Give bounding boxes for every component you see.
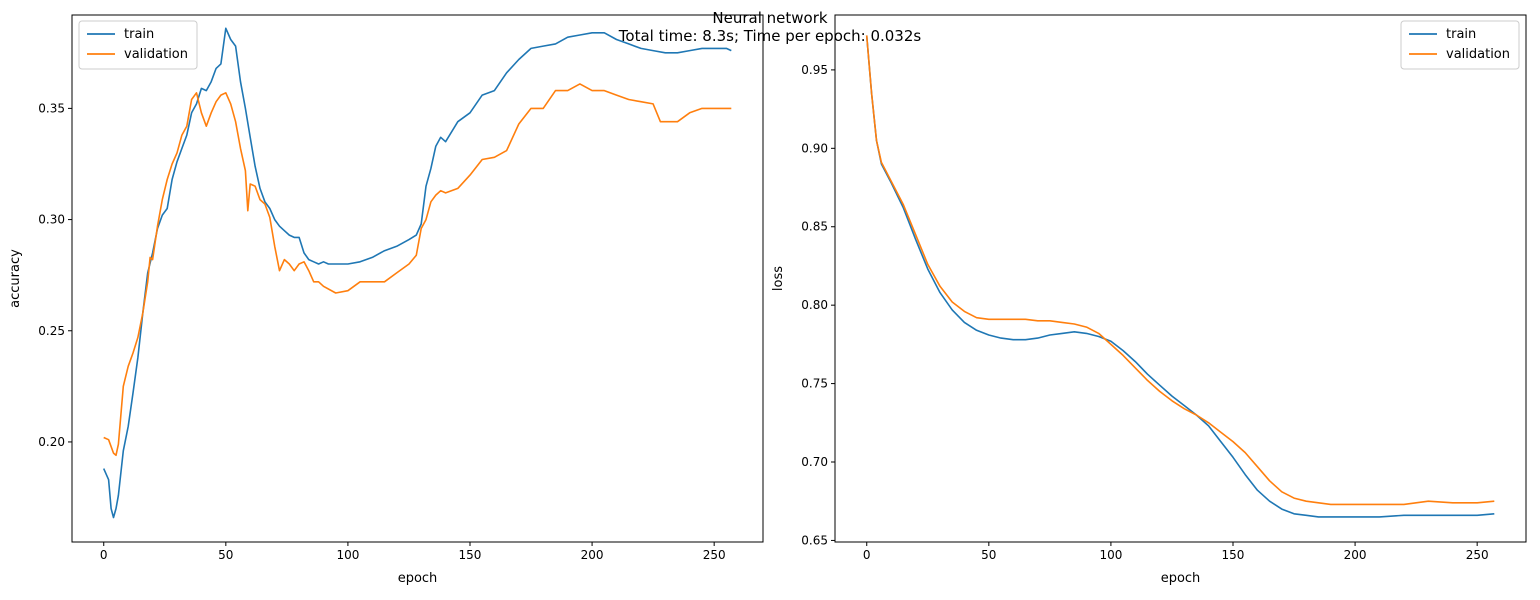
y-tick-label: 0.90 xyxy=(801,141,828,155)
y-axis-label: loss xyxy=(771,266,786,291)
x-tick-label: 150 xyxy=(1222,548,1245,562)
legend-label-validation: validation xyxy=(1446,47,1510,62)
x-tick-label: 250 xyxy=(703,548,726,562)
y-tick-label: 0.25 xyxy=(38,324,65,338)
legend: train validation xyxy=(78,20,198,70)
x-tick-label: 0 xyxy=(863,548,871,562)
chart-2: 0 50 100 150 200 250 0.65 0.70 0.75 0.80 0.85 0.90 0… xyxy=(771,14,1527,586)
legend-label-validation: validation xyxy=(124,47,188,62)
x-tick-label: 0 xyxy=(100,548,108,562)
x-axis-label: epoch xyxy=(398,571,438,586)
suptitle-line-1: Neural network xyxy=(712,9,828,27)
y-tick-label: 0.95 xyxy=(801,63,828,77)
chart-1: 0 50 100 150 200 250 0.20 0.25 0.30 0.35 epoch accu… xyxy=(8,14,764,586)
y-tick-label: 0.70 xyxy=(801,455,828,469)
x-tick-label: 250 xyxy=(1466,548,1489,562)
plot-frame xyxy=(834,14,1527,543)
legend: train validation xyxy=(1400,20,1520,70)
suptitle-line-2: Total time: 8.3s; Time per epoch: 0.032s xyxy=(618,27,922,45)
series-line-train xyxy=(102,27,732,519)
y-tick-label: 0.85 xyxy=(801,220,828,234)
legend-label-train: train xyxy=(124,27,154,42)
legend-box xyxy=(78,20,198,70)
x-axis-label: epoch xyxy=(1161,571,1201,586)
y-axis-label: accuracy xyxy=(8,249,23,308)
x-tick-label: 100 xyxy=(1099,548,1122,562)
series-line-validation xyxy=(103,83,732,457)
legend-label-train: train xyxy=(1446,27,1476,42)
y-tick-label: 0.20 xyxy=(38,435,65,449)
x-tick-label: 50 xyxy=(218,548,233,562)
x-tick-label: 100 xyxy=(336,548,359,562)
series-line-train xyxy=(865,35,1495,518)
y-tick-label: 0.65 xyxy=(801,533,828,547)
y-tick-label: 0.75 xyxy=(801,377,828,391)
plot-frame xyxy=(71,14,764,543)
y-tick-label: 0.30 xyxy=(38,213,65,227)
x-tick-label: 50 xyxy=(981,548,996,562)
series-line-validation xyxy=(865,35,1495,506)
x-tick-label: 200 xyxy=(581,548,604,562)
y-tick-label: 0.35 xyxy=(38,101,65,115)
x-tick-label: 200 xyxy=(1344,548,1367,562)
y-tick-label: 0.80 xyxy=(801,298,828,312)
x-tick-label: 150 xyxy=(459,548,482,562)
legend-box xyxy=(1400,20,1520,70)
